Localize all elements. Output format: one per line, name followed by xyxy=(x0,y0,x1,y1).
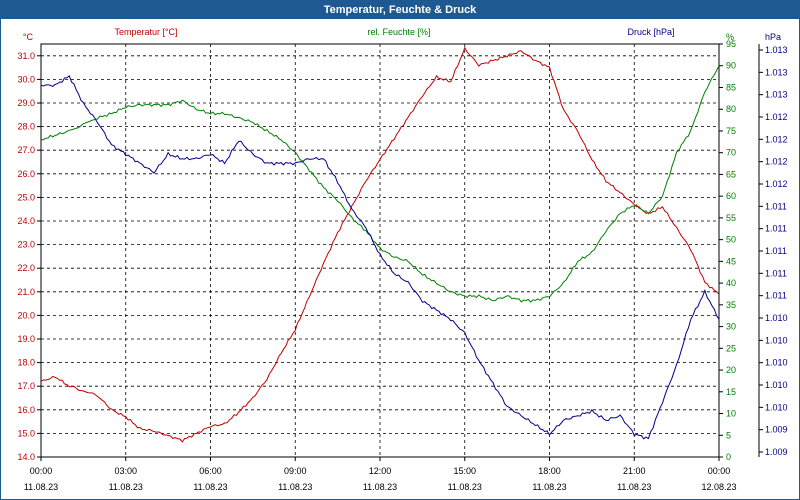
temperature-tick-label: 18.0 xyxy=(17,358,35,368)
humidity-tick-label: 30 xyxy=(726,322,736,332)
humidity-series-line xyxy=(40,65,720,303)
x-tick-time: 06:00 xyxy=(199,466,222,476)
pressure-tick-label: 1.013 xyxy=(765,45,788,55)
pressure-tick-label: 1.010 xyxy=(765,335,788,345)
x-tick-time: 15:00 xyxy=(453,466,476,476)
humidity-tick-label: 35 xyxy=(726,300,736,310)
pressure-tick-label: 1.013 xyxy=(765,67,788,77)
window-title: Temperatur, Feuchte & Druck xyxy=(1,1,799,19)
temperature-tick-label: 31.0 xyxy=(17,51,35,61)
x-tick-date: 11.08.23 xyxy=(24,482,58,492)
x-tick-time: 18:00 xyxy=(538,466,561,476)
pressure-tick-label: 1.010 xyxy=(765,402,788,412)
x-tick-date: 11.08.23 xyxy=(532,482,566,492)
pressure-tick-label: 1.009 xyxy=(765,425,788,435)
humidity-tick-label: 25 xyxy=(726,343,736,353)
temperature-tick-label: 27.0 xyxy=(17,145,35,155)
pressure-tick-label: 1.011 xyxy=(765,291,787,301)
series xyxy=(40,46,720,443)
humidity-tick-label: 5 xyxy=(726,430,731,440)
humidity-tick-label: 45 xyxy=(726,256,736,266)
temperature-tick-label: 25.0 xyxy=(17,192,35,202)
x-tick-date: 11.08.23 xyxy=(109,482,143,492)
humidity-tick-label: 50 xyxy=(726,235,736,245)
temperature-tick-label: 22.0 xyxy=(17,263,35,273)
x-tick-time: 09:00 xyxy=(284,466,307,476)
humidity-axis-unit: % xyxy=(726,32,734,42)
pressure-tick-label: 1.010 xyxy=(765,380,788,390)
pressure-series-line xyxy=(40,74,720,440)
x-tick-date: 11.08.23 xyxy=(617,482,651,492)
pressure-tick-label: 1.011 xyxy=(765,246,787,256)
temperature-tick-label: 24.0 xyxy=(17,216,35,226)
humidity-tick-label: 75 xyxy=(726,126,736,136)
pressure-series-label: Druck [hPa] xyxy=(627,27,674,37)
x-tick-date: 11.08.23 xyxy=(448,482,482,492)
temperature-tick-label: 29.0 xyxy=(17,98,35,108)
humidity-tick-label: 40 xyxy=(726,278,736,288)
axes xyxy=(37,43,763,461)
humidity-tick-label: 85 xyxy=(726,82,736,92)
humidity-tick-label: 60 xyxy=(726,191,736,201)
pressure-tick-label: 1.011 xyxy=(765,268,787,278)
pressure-tick-label: 1.010 xyxy=(765,358,788,368)
humidity-tick-label: 20 xyxy=(726,365,736,375)
x-tick-date: 11.08.23 xyxy=(193,482,227,492)
temperature-tick-label: 16.0 xyxy=(17,405,35,415)
pressure-tick-label: 1.012 xyxy=(765,157,788,167)
humidity-tick-label: 10 xyxy=(726,409,736,419)
humidity-tick-label: 55 xyxy=(726,213,736,223)
temperature-tick-label: 15.0 xyxy=(17,428,35,438)
humidity-tick-label: 90 xyxy=(726,61,736,71)
pressure-tick-label: 1.010 xyxy=(765,313,788,323)
humidity-tick-label: 65 xyxy=(726,169,736,179)
x-tick-time: 21:00 xyxy=(623,466,646,476)
pressure-tick-label: 1.012 xyxy=(765,112,788,122)
labels: 14.0 15.0 16.0 17.0 18.0 19.0 20.0 21.0 22.0 23.0… xyxy=(17,27,787,492)
x-tick-date: 11.08.23 xyxy=(278,482,312,492)
line-chart: 14.0 15.0 16.0 17.0 18.0 19.0 20.0 21.0 22.0 23.0… xyxy=(17,27,787,492)
pressure-tick-label: 1.011 xyxy=(765,224,787,234)
pressure-tick-label: 1.009 xyxy=(765,447,788,457)
temperature-tick-label: 21.0 xyxy=(17,287,35,297)
temperature-tick-label: 23.0 xyxy=(17,240,35,250)
temperature-tick-label: 26.0 xyxy=(17,169,35,179)
temperature-tick-label: 30.0 xyxy=(17,74,35,84)
x-tick-date: 11.08.23 xyxy=(363,482,397,492)
temperature-tick-label: 28.0 xyxy=(17,122,35,132)
humidity-tick-label: 95 xyxy=(726,39,736,49)
x-tick-time: 03:00 xyxy=(114,466,137,476)
temperature-axis-unit: °C xyxy=(23,32,34,42)
temperature-tick-label: 14.0 xyxy=(17,452,35,462)
x-tick-time: 00:00 xyxy=(30,466,53,476)
x-tick-time: 12:00 xyxy=(369,466,392,476)
temperature-tick-label: 19.0 xyxy=(17,334,35,344)
temperature-series-line xyxy=(40,46,720,443)
pressure-tick-label: 1.012 xyxy=(765,134,788,144)
pressure-tick-label: 1.012 xyxy=(765,179,788,189)
humidity-tick-label: 0 xyxy=(726,452,731,462)
x-tick-date: 12.08.23 xyxy=(701,482,736,492)
humidity-tick-label: 80 xyxy=(726,104,736,114)
pressure-tick-label: 1.011 xyxy=(765,201,787,211)
temperature-tick-label: 20.0 xyxy=(17,310,35,320)
humidity-tick-label: 15 xyxy=(726,387,736,397)
temperature-tick-label: 17.0 xyxy=(17,381,35,391)
temperature-series-label: Temperatur [°C] xyxy=(114,27,177,37)
pressure-tick-label: 1.013 xyxy=(765,90,788,100)
humidity-tick-label: 70 xyxy=(726,148,736,158)
grid xyxy=(40,43,720,458)
humidity-series-label: rel. Feuchte [%] xyxy=(367,27,430,37)
pressure-axis-unit: hPa xyxy=(765,32,781,42)
x-tick-time: 00:00 xyxy=(708,466,731,476)
